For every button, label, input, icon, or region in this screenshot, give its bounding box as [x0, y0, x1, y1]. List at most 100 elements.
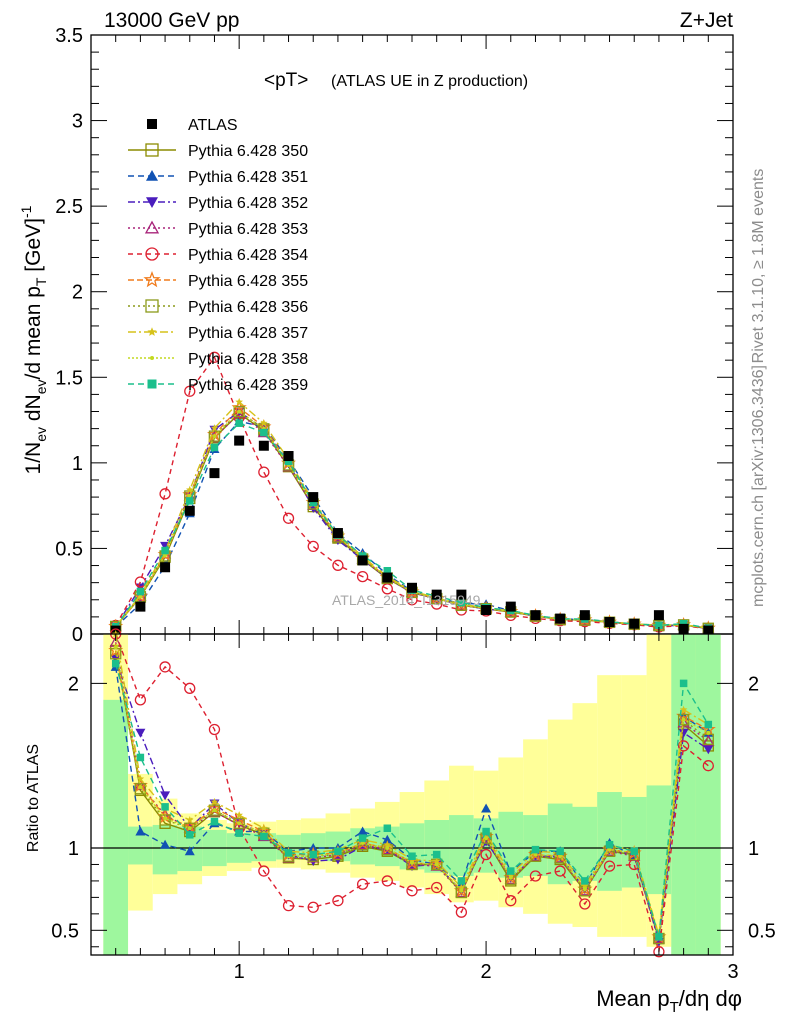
series-point [309, 498, 317, 507]
uncertainty-bands [103, 634, 721, 955]
data-point [456, 589, 467, 600]
ratio-point [581, 877, 589, 885]
series-point [332, 559, 344, 571]
energy-label: 13000 GeV pp [104, 9, 239, 32]
y-axis-label-ratio: Ratio to ATLAS [25, 744, 42, 852]
legend-marker [147, 379, 157, 389]
legend-label: Pythia 6.428 359 [188, 377, 308, 394]
ratio-point [233, 817, 245, 829]
series-point [210, 424, 219, 432]
series-point [208, 430, 221, 442]
series-point [161, 546, 169, 555]
ratio-point [457, 877, 466, 885]
series-point [212, 434, 217, 439]
x-tick-label: 2 [481, 961, 492, 983]
ratio-point [332, 895, 344, 907]
ratio-point [138, 785, 143, 790]
ratio-point [237, 821, 242, 826]
series-point [186, 485, 194, 494]
ratio-point [379, 840, 395, 855]
legend-marker [145, 299, 159, 313]
legend-label: Pythia 6.428 350 [188, 143, 308, 160]
series-line [115, 355, 709, 630]
series-point [258, 466, 270, 478]
ratio-point [581, 881, 589, 890]
x-tick-label: 1 [234, 961, 245, 983]
ratio-point [184, 846, 195, 856]
y-tick-label: 3 [72, 111, 83, 133]
ratio-point [307, 901, 319, 913]
ratio-point [356, 878, 369, 890]
legend-marker [144, 220, 160, 234]
data-point [579, 610, 590, 621]
ratio-point [186, 831, 194, 839]
process-label: Z+Jet [680, 9, 733, 32]
legend-marker [150, 356, 154, 360]
series-point [260, 428, 268, 437]
ratio-point [136, 753, 145, 762]
ratio-point [704, 720, 713, 729]
series-point [138, 594, 143, 599]
ratio-point [457, 883, 466, 891]
ratio-point [334, 847, 342, 856]
data-point [653, 610, 664, 621]
series-point [134, 589, 147, 601]
ratio-point [626, 844, 642, 860]
series-point [184, 385, 196, 397]
ratio-point [381, 875, 393, 887]
y-tick-label: 2.5 [55, 196, 83, 218]
ratio-point [406, 885, 418, 897]
ratio-point [677, 740, 690, 752]
legend-label: Pythia 6.428 357 [188, 325, 308, 342]
ratio-point [235, 829, 243, 837]
y-axis-label-main: 1/Nev dNev/d mean pT [GeV]-1 [18, 205, 49, 474]
ratio-point [681, 717, 686, 722]
ratio-point [383, 824, 392, 832]
ratio-point [184, 682, 196, 694]
ratio-point [360, 841, 365, 846]
ratio-point [208, 723, 221, 736]
ratio-point [210, 817, 219, 826]
series-point [260, 419, 268, 427]
ratio-point [134, 779, 147, 791]
ratio-point [679, 705, 688, 713]
series-point [383, 566, 392, 575]
ratio-point [531, 845, 540, 854]
legend-marker [143, 270, 161, 288]
series-point [655, 621, 663, 630]
data-point [481, 605, 492, 616]
ratio-point [135, 728, 146, 738]
data-point [184, 505, 195, 516]
legend-label: Pythia 6.428 358 [188, 351, 308, 368]
ratio-point [655, 933, 663, 941]
y-tick-label: 3.5 [55, 25, 83, 47]
series-point [237, 409, 242, 414]
ratio-panel: 1 2 3 0.5 0.5 1 1 2 2 [51, 628, 776, 983]
series-point [307, 540, 319, 553]
band-inner [695, 634, 721, 955]
ratio-point [603, 860, 616, 872]
series-point [282, 512, 295, 524]
ratio-point [556, 847, 564, 856]
ratio-point [410, 860, 414, 865]
legend-marker-data [147, 119, 157, 129]
ratio-point [529, 870, 542, 882]
ratio-point [159, 814, 171, 826]
band-inner [547, 803, 573, 885]
series-point [132, 588, 148, 603]
ratio-point [134, 694, 147, 706]
ratio-y-tick-label: 0.5 [51, 920, 79, 942]
series-point [210, 443, 219, 452]
ratio-point [579, 898, 591, 910]
y-tick-label: 0 [72, 624, 83, 646]
ratio-point [508, 875, 513, 880]
legend-label: Pythia 6.428 353 [188, 221, 308, 238]
legend-label-data: ATLAS [188, 117, 238, 134]
y-tick-label: 1 [72, 453, 83, 475]
main-panel: 0 0.5 1 1.5 2 2.5 3 3.5 [55, 25, 734, 646]
data-point [234, 435, 245, 446]
ratio-y-tick-label-right: 1 [748, 838, 759, 860]
data-point [431, 589, 442, 600]
band-inner [449, 815, 474, 876]
